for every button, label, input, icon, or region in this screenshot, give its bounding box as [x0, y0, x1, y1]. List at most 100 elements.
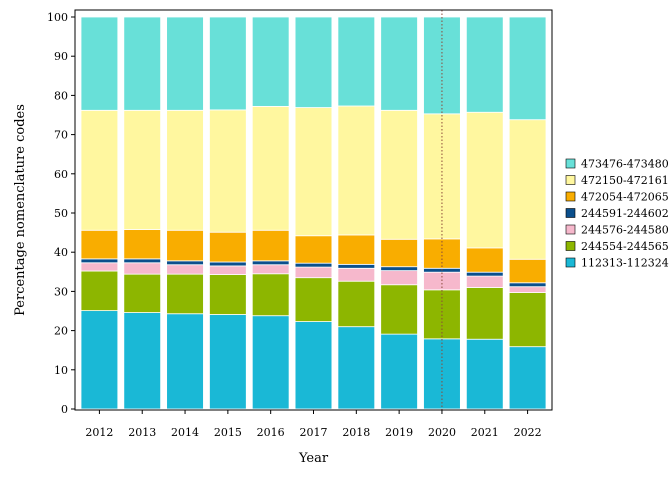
- bar-segment: [251, 264, 290, 275]
- bars-group: [80, 16, 547, 410]
- bar-segment: [337, 16, 376, 107]
- bar-segment: [337, 280, 376, 328]
- bar-segment: [209, 16, 247, 111]
- bar-segment: [80, 229, 119, 260]
- bar-segment: [123, 16, 162, 111]
- bar-segment: [166, 109, 204, 231]
- bar-segment: [80, 262, 119, 272]
- bar-segment: [294, 107, 333, 237]
- legend-swatch: [565, 208, 576, 218]
- bar-segment: [209, 231, 247, 263]
- x-tick-label: 2020: [428, 426, 456, 439]
- legend-swatch: [565, 158, 576, 169]
- bar-segment: [508, 346, 547, 410]
- y-tick-label: 90: [54, 50, 68, 63]
- x-tick-label: 2016: [257, 426, 285, 439]
- bar-segment: [251, 105, 290, 231]
- bar-segment: [380, 333, 418, 410]
- bar-segment: [166, 313, 204, 410]
- bar-segment: [166, 260, 204, 266]
- bar-segment: [80, 109, 119, 231]
- bar-segment: [80, 310, 119, 410]
- bar-segment: [380, 270, 418, 286]
- bar-segment: [294, 262, 333, 268]
- bar-segment: [508, 119, 547, 260]
- bar-segment: [294, 235, 333, 264]
- bar-segment: [337, 267, 376, 282]
- bar-segment: [337, 234, 376, 265]
- bar-segment: [80, 16, 119, 111]
- bar-segment: [337, 263, 376, 269]
- bar-segment: [465, 16, 504, 113]
- bar-segment: [380, 238, 418, 268]
- bar-segment: [380, 266, 418, 272]
- bar-segment: [166, 229, 204, 262]
- bar-segment: [209, 274, 247, 315]
- bar-segment: [380, 16, 418, 111]
- bar-segment: [123, 258, 162, 264]
- bar-segment: [80, 258, 119, 264]
- x-tick-label: 2012: [85, 426, 113, 439]
- legend-label: 244576-244580: [581, 224, 669, 237]
- y-tick-label: 0: [61, 403, 68, 416]
- bar-segment: [465, 271, 504, 277]
- bar-segment: [508, 258, 547, 284]
- y-tick-label: 40: [54, 246, 68, 259]
- bar-segment: [294, 16, 333, 108]
- bar-segment: [251, 16, 290, 107]
- x-tick-label: 2021: [471, 426, 499, 439]
- bar-segment: [380, 284, 418, 335]
- x-tick-label: 2018: [342, 426, 370, 439]
- bar-segment: [123, 109, 162, 230]
- bar-segment: [465, 111, 504, 249]
- y-tick-label: 50: [54, 207, 68, 220]
- legend-label: 472150-472161: [581, 174, 669, 187]
- bar-segment: [508, 16, 547, 121]
- x-tick-label: 2013: [128, 426, 156, 439]
- bar-segment: [380, 109, 418, 240]
- x-tick-label: 2022: [514, 426, 542, 439]
- y-tick-label: 80: [54, 89, 68, 102]
- x-tick-label: 2014: [171, 426, 199, 439]
- bar-segment: [465, 338, 504, 410]
- legend-label: 244554-244565: [581, 240, 669, 253]
- y-tick-label: 70: [54, 129, 68, 142]
- bar-segment: [423, 338, 461, 410]
- bar-segment: [251, 315, 290, 410]
- bar-segment: [423, 113, 461, 240]
- legend: 473476-473480 472150-472161 472054-472065 2…: [565, 158, 669, 270]
- x-tick-label: 2017: [300, 426, 328, 439]
- legend-label: 112313-112324: [581, 257, 669, 270]
- bar-segment: [294, 321, 333, 410]
- y-tick-label: 60: [54, 168, 68, 181]
- legend-label: 473476-473480: [581, 158, 669, 171]
- x-tick-label: 2019: [385, 426, 413, 439]
- bar-segment: [508, 282, 547, 288]
- y-tick-label: 10: [54, 364, 68, 377]
- y-axis-title: Percentage nomenclature codes: [13, 104, 28, 316]
- legend-swatch: [565, 191, 576, 202]
- bar-segment: [337, 326, 376, 410]
- bar-segment: [294, 266, 333, 279]
- bar-segment: [80, 270, 119, 312]
- y-tick-label: 20: [54, 325, 68, 338]
- bar-segment: [209, 314, 247, 410]
- bar-segment: [251, 273, 290, 317]
- bar-segment: [508, 292, 547, 348]
- tick-labels-group: 0 10 20 30 40 50 60 70 80 90 100 2012 2013 2014 2015 20…: [47, 11, 542, 439]
- bar-segment: [423, 238, 461, 269]
- legend-swatch: [565, 257, 576, 268]
- bar-segment: [123, 273, 162, 313]
- x-tick-label: 2015: [214, 426, 242, 439]
- bar-segment: [251, 260, 290, 266]
- bar-segment: [166, 273, 204, 315]
- bar-segment: [465, 247, 504, 273]
- legend-label: 472054-472065: [581, 191, 669, 204]
- bar-segment: [465, 275, 504, 288]
- bar-segment: [123, 229, 162, 260]
- legend-label: 244591-244602: [581, 207, 669, 220]
- bar-segment: [508, 286, 547, 293]
- bar-segment: [209, 261, 247, 267]
- y-tick-label: 100: [47, 11, 68, 24]
